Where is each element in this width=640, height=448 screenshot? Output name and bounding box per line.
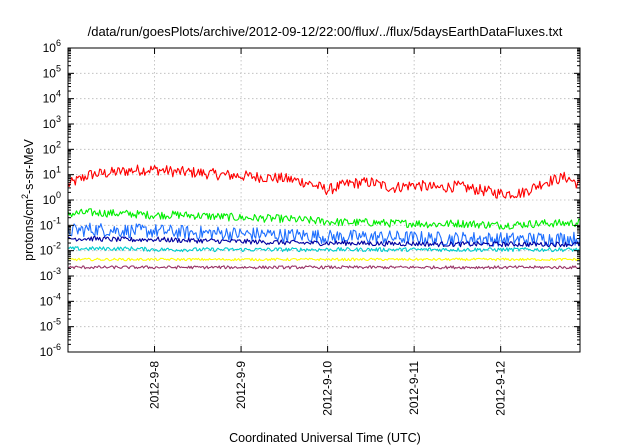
y-tick-exp: 1 xyxy=(56,165,61,175)
y-tick-exp: 2 xyxy=(56,139,61,149)
y-tick-label: 100 xyxy=(43,190,61,207)
series-group xyxy=(67,164,581,270)
y-tick-exp: -1 xyxy=(53,215,61,225)
y-tick-exp: 3 xyxy=(56,114,61,124)
y-tick-exp: 4 xyxy=(56,89,61,99)
series-line-3 xyxy=(67,222,581,247)
y-tick-label: 103 xyxy=(43,114,61,131)
chart-title: /data/run/goesPlots/archive/2012-09-12/2… xyxy=(88,24,563,39)
grid xyxy=(68,48,580,352)
y-tick-base: 10 xyxy=(43,92,57,106)
y-tick-base: 10 xyxy=(43,193,57,207)
y-tick-base: 10 xyxy=(40,320,54,334)
y-tick-label: 10-3 xyxy=(40,266,61,283)
x-tick-label: 2012-9-11 xyxy=(407,361,421,415)
x-tick-label: 2012-9-12 xyxy=(494,361,508,416)
y-tick-label: 102 xyxy=(43,139,61,156)
y-axis-label: protons/cm2-s-sr-MeV xyxy=(20,138,36,260)
y-tick-label: 104 xyxy=(43,89,61,106)
series-line-1 xyxy=(67,164,581,199)
y-tick-base: 10 xyxy=(43,142,57,156)
x-axis: 2012-9-8 2012-9-9 2012-9-10 2012-9-11 2012-9… xyxy=(148,48,508,416)
series-line-6 xyxy=(67,257,581,262)
y-tick-base: 10 xyxy=(40,345,54,359)
y-tick-exp: -5 xyxy=(53,317,61,327)
x-axis-label: Coordinated Universal Time (UTC) xyxy=(229,431,421,445)
series-line-2 xyxy=(67,208,581,230)
y-tick-exp: -2 xyxy=(53,241,61,251)
series-line-7 xyxy=(67,265,581,270)
y-tick-exp: -3 xyxy=(53,266,61,276)
y-tick-label: 105 xyxy=(43,63,61,80)
y-tick-base: 10 xyxy=(43,117,57,131)
y-tick-label: 101 xyxy=(43,165,61,182)
y-axis-label-prefix: protons/cm xyxy=(22,199,36,261)
y-tick-label: 10-5 xyxy=(40,317,61,334)
y-tick-label: 106 xyxy=(43,38,61,55)
y-tick-exp: 6 xyxy=(56,38,61,48)
y-tick-exp: -4 xyxy=(53,291,61,301)
y-tick-base: 10 xyxy=(40,244,54,258)
y-tick-exp: 5 xyxy=(56,63,61,73)
y-tick-label: 10-2 xyxy=(40,241,61,258)
y-tick-base: 10 xyxy=(43,41,57,55)
y-tick-base: 10 xyxy=(43,168,57,182)
y-axis-label-sup: 2 xyxy=(20,194,30,199)
y-tick-base: 10 xyxy=(40,294,54,308)
x-tick-label: 2012-9-10 xyxy=(321,361,335,416)
y-tick-label: 10-1 xyxy=(40,215,61,232)
series-line-5 xyxy=(67,246,581,253)
y-tick-exp: 0 xyxy=(56,190,61,200)
y-tick-base: 10 xyxy=(40,269,54,283)
series-line-4 xyxy=(67,235,581,248)
x-tick-label: 2012-9-8 xyxy=(148,361,162,409)
y-tick-base: 10 xyxy=(40,218,54,232)
y-tick-label: 10-4 xyxy=(40,291,61,308)
y-tick-base: 10 xyxy=(43,66,57,80)
y-tick-exp: -6 xyxy=(53,342,61,352)
x-tick-label: 2012-9-9 xyxy=(234,361,248,409)
y-axis: 10-610-510-410-310-210-11001011021031041… xyxy=(40,38,580,359)
y-tick-label: 10-6 xyxy=(40,342,61,359)
y-axis-label-suffix: -s-sr-MeV xyxy=(22,138,36,194)
